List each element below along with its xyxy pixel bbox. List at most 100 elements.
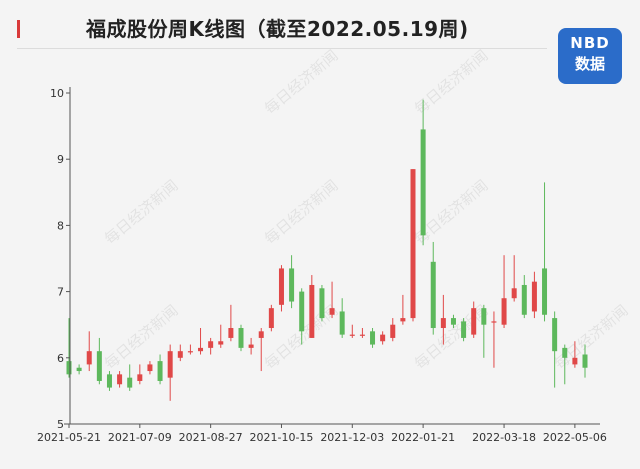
- candle: [440, 294, 446, 345]
- candle-body-up: [309, 284, 315, 338]
- candle: [410, 169, 416, 322]
- candle-body-down: [542, 268, 548, 315]
- candle: [329, 281, 335, 319]
- candle: [552, 311, 558, 388]
- candle: [380, 331, 386, 345]
- candle: [208, 337, 214, 355]
- candle: [531, 271, 537, 319]
- candle: [521, 275, 527, 319]
- y-tick-label: 8: [57, 219, 64, 232]
- candle: [491, 311, 497, 368]
- candle: [198, 328, 204, 355]
- candle-body-up: [258, 331, 264, 338]
- x-tick-label: 2022-05-06: [543, 431, 607, 444]
- candle-body-down: [552, 318, 558, 352]
- candle-body-down: [96, 351, 102, 381]
- candle-body-up: [278, 268, 284, 305]
- candle-body-down: [289, 268, 295, 302]
- candle: [349, 324, 355, 338]
- nbd-logo: NBD 数据: [558, 28, 622, 84]
- candle-body-down: [76, 367, 82, 372]
- candle: [572, 341, 578, 368]
- candle: [127, 364, 133, 391]
- y-axis: 5 6 7 8 9 10: [50, 87, 71, 431]
- candle: [218, 324, 224, 348]
- candle-body-up: [268, 308, 274, 329]
- x-tick-label: 2021-07-09: [108, 431, 172, 444]
- candle-body-up: [410, 169, 416, 319]
- candle: [66, 318, 72, 378]
- watermark-text: 每日经济新闻: [261, 46, 342, 118]
- x-axis: 2021-05-21 2021-07-09 2021-08-27 2021-10-15…: [37, 423, 607, 444]
- candle: [370, 328, 376, 348]
- candle-body-up: [218, 341, 224, 345]
- candle: [562, 344, 568, 385]
- candle-body-up: [117, 374, 123, 385]
- candle: [278, 265, 284, 312]
- watermark-text: 每日经济新闻: [411, 301, 492, 373]
- candle-body-up: [501, 298, 507, 325]
- candle-body-up: [177, 351, 183, 358]
- candle-body-up: [86, 351, 92, 365]
- candle: [359, 328, 365, 338]
- candle-body-down: [370, 331, 376, 345]
- candle: [187, 344, 193, 355]
- candle-body-up: [390, 324, 396, 338]
- candle-body-up: [531, 281, 537, 312]
- candle-body-down: [582, 354, 588, 368]
- candle-body-up: [491, 321, 497, 323]
- chart-title: 福成股份周K线图（截至2022.05.19周): [86, 17, 469, 41]
- x-tick-label: 2021-12-03: [320, 431, 384, 444]
- candle-body-down: [450, 318, 456, 325]
- candle: [400, 294, 406, 325]
- candle: [76, 364, 82, 375]
- candle-body-up: [400, 318, 406, 322]
- candle-body-down: [481, 308, 487, 325]
- candle: [430, 241, 436, 335]
- candle-body-down: [461, 321, 467, 338]
- candle: [319, 284, 325, 322]
- candle: [390, 318, 396, 342]
- candle: [481, 304, 487, 358]
- candle: [177, 344, 183, 362]
- candle: [86, 331, 92, 372]
- candle-body-up: [572, 357, 578, 365]
- y-tick-label: 6: [57, 352, 64, 365]
- candle-body-up: [471, 308, 477, 335]
- candle: [258, 328, 264, 372]
- title-accent-bar: [17, 20, 20, 38]
- candle: [511, 255, 517, 302]
- candle: [167, 344, 173, 401]
- candle: [299, 288, 305, 345]
- candle-body-up: [208, 341, 214, 348]
- candle: [96, 337, 102, 385]
- x-tick-label: 2022-03-18: [472, 431, 536, 444]
- candle-body-down: [157, 361, 163, 381]
- candle: [450, 314, 456, 329]
- y-tick-label: 9: [57, 153, 64, 166]
- candle: [471, 301, 477, 338]
- x-tick-label: 2021-10-15: [250, 431, 314, 444]
- candle: [420, 99, 426, 246]
- candle: [582, 344, 588, 378]
- candle-body-up: [511, 288, 517, 299]
- candle-body-up: [137, 374, 143, 381]
- candle: [461, 318, 467, 342]
- candle-body-down: [319, 288, 325, 319]
- y-tick-label: 7: [57, 286, 64, 299]
- candle-body-up: [359, 334, 365, 336]
- candle: [339, 298, 345, 338]
- logo-text-top: NBD: [570, 34, 610, 52]
- candle-body-down: [299, 291, 305, 332]
- logo-text-bottom: 数据: [574, 55, 605, 73]
- candle-body-up: [349, 334, 355, 336]
- watermark-text: 每日经济新闻: [101, 176, 182, 248]
- candle-body-up: [440, 318, 446, 329]
- candle-body-down: [521, 284, 527, 315]
- watermark-text: 每日经济新闻: [551, 301, 632, 373]
- candle-body-up: [329, 308, 335, 315]
- candle: [268, 304, 274, 332]
- candle: [117, 371, 123, 388]
